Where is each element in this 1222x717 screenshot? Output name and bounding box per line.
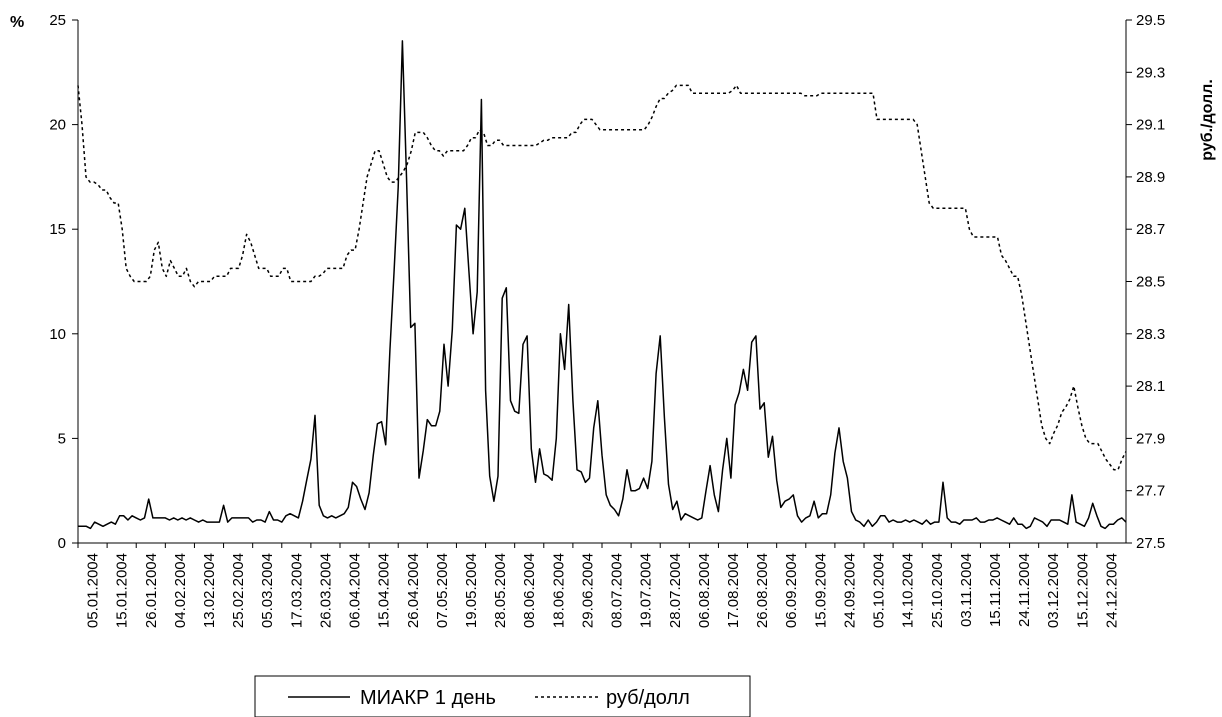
legend: МИАКР 1 день руб/долл [254,675,751,717]
x-tick-label: 15.11.2004 [987,553,1004,627]
x-tick-label: 28.07.2004 [667,553,684,628]
x-tick-label: 25.02.2004 [230,553,247,628]
x-tick-label: 15.04.2004 [376,553,393,628]
axes [77,20,1127,544]
right-tick-label: 29.5 [1136,12,1165,29]
right-tick-label: 28.5 [1136,274,1165,291]
x-tick-label: 13.02.2004 [201,553,218,628]
x-tick-label: 15.12.2004 [1074,553,1091,628]
right-tick-label: 28.7 [1136,221,1165,238]
left-tick-label: 25 [49,12,66,29]
x-tick-label: 15.01.2004 [114,553,131,628]
x-tick-label: 06.09.2004 [783,553,800,628]
x-axis-ticks: 05.01.2004 15.01.2004 26.01.2004 04.02.2004… [77,543,1120,628]
series-line-2 [77,84,1127,471]
x-tick-label: 05.10.2004 [871,553,888,628]
x-tick-label: 18.06.2004 [550,553,567,628]
x-tick-label: 05.03.2004 [259,553,276,628]
left-axis-unit: % [10,14,24,31]
right-tick-label: 27.9 [1136,430,1165,447]
right-tick-label: 27.7 [1136,483,1165,500]
x-tick-label: 19.05.2004 [463,553,480,628]
x-tick-label: 28.05.2004 [492,553,509,628]
x-tick-label: 17.08.2004 [725,553,742,628]
right-tick-label: 28.1 [1136,378,1165,395]
x-tick-label: 19.07.2004 [638,553,655,628]
left-tick-label: 15 [49,221,66,238]
x-tick-label: 29.06.2004 [579,553,596,628]
right-tick-label: 27.5 [1136,535,1165,552]
x-tick-label: 08.07.2004 [609,553,626,628]
series-line-1 [78,40,1127,530]
x-tick-label: 17.03.2004 [288,553,305,628]
legend-label-1: МИАКР 1 день [360,687,496,709]
x-tick-label: 15.09.2004 [812,553,829,628]
x-tick-label: 24.12.2004 [1103,553,1120,628]
right-tick-label: 29.3 [1136,64,1165,81]
x-tick-label: 07.05.2004 [434,553,451,628]
x-tick-label: 03.11.2004 [958,553,975,627]
x-tick-label: 26.04.2004 [405,553,422,628]
left-tick-label: 5 [58,430,66,447]
x-tick-label: 24.09.2004 [841,553,858,628]
right-axis-unit: руб./долл. [1199,79,1216,161]
legend-label-2: руб/долл [606,687,690,709]
series-lines [77,40,1127,530]
x-tick-label: 26.08.2004 [754,553,771,628]
x-tick-label: 24.11.2004 [1016,553,1033,627]
x-tick-label: 14.10.2004 [900,553,917,628]
x-tick-label: 06.04.2004 [347,553,364,628]
x-tick-label: 26.03.2004 [317,553,334,628]
x-tick-label: 06.08.2004 [696,553,713,628]
right-tick-label: 29.1 [1136,117,1165,134]
left-tick-label: 20 [49,117,66,134]
x-tick-label: 03.12.2004 [1045,553,1062,628]
right-axis-ticks: 27.5 27.7 27.9 28.1 28.3 28.5 28.7 28.9 29.1 29.3… [1126,12,1165,552]
right-tick-label: 28.3 [1136,326,1165,343]
left-axis-ticks: 0 5 10 15 20 25 [49,12,78,552]
x-tick-label: 04.02.2004 [172,553,189,628]
x-tick-label: 08.06.2004 [521,553,538,628]
x-tick-label: 05.01.2004 [85,553,102,628]
right-tick-label: 28.9 [1136,169,1165,186]
left-tick-label: 0 [58,535,66,552]
left-tick-label: 10 [49,326,66,343]
x-tick-label: 25.10.2004 [929,553,946,628]
x-tick-label: 26.01.2004 [143,553,160,628]
